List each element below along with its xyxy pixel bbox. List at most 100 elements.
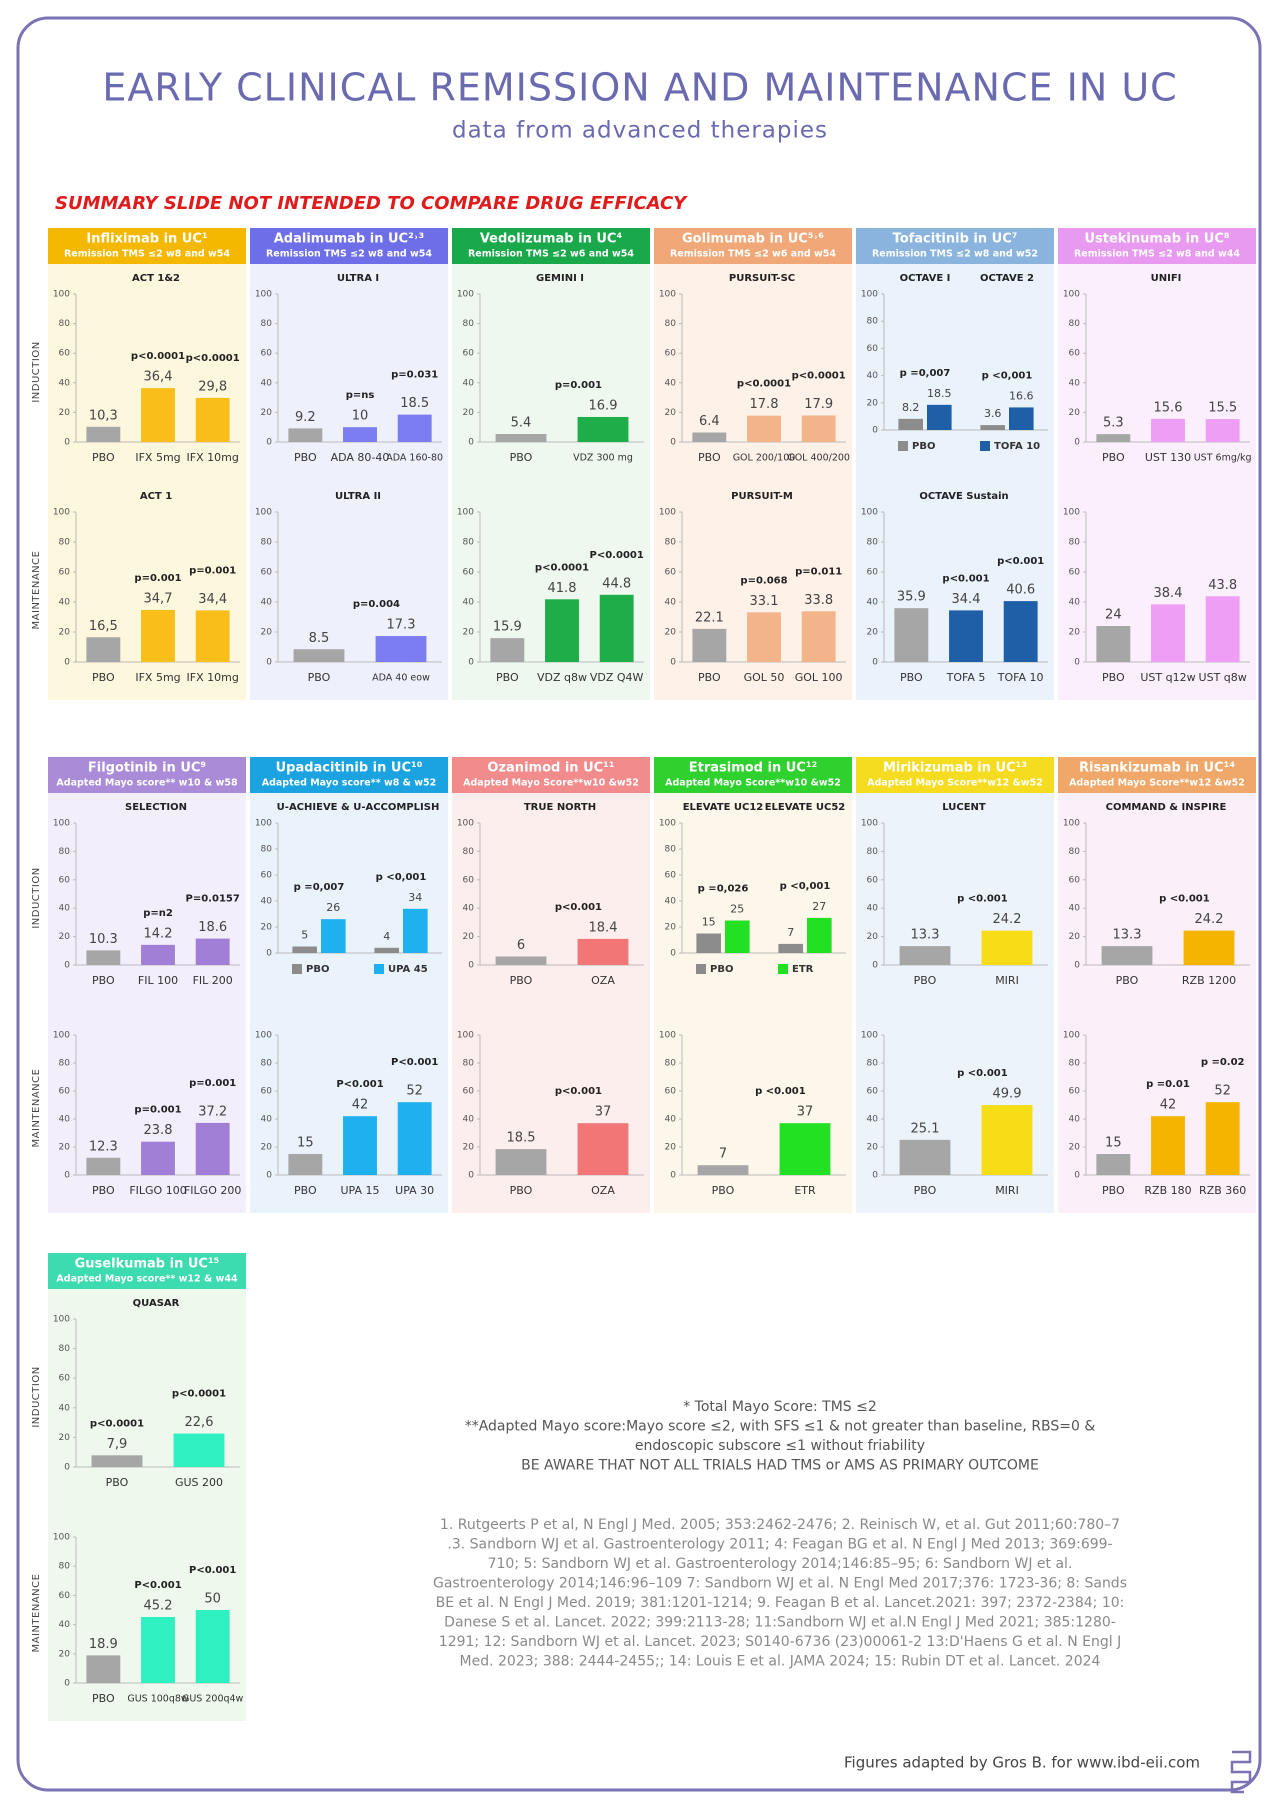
bar [725,920,750,953]
bar [980,425,1005,430]
y-tick-label: 20 [59,932,71,942]
y-tick-label: 20 [665,1143,677,1153]
bar [195,938,230,965]
value-label: 9.2 [295,410,316,425]
y-tick-label: 40 [261,378,273,388]
legend-label: UPA 45 [388,964,428,975]
y-tick-label: 0 [468,658,474,668]
p-value: p =0,007 [900,368,951,379]
panel-header [250,757,448,793]
group-label: ELEVATE UC52 [765,802,846,813]
x-tick-label: IFX 10mg [187,671,239,684]
y-tick-label: 100 [659,819,676,829]
bar [692,628,727,662]
value-label: 6.4 [699,414,720,429]
y-tick-label: 20 [665,408,677,418]
value-label: 7 [719,1147,727,1162]
y-tick-label: 100 [255,819,272,829]
page-title: EARLY CLINICAL REMISSION AND MAINTENANCE… [102,66,1177,110]
value-label: 29,8 [198,379,227,394]
bar [807,917,832,953]
group-label: ELEVATE UC12 [683,802,764,813]
panel-header [1058,228,1256,264]
value-label: 33.8 [804,593,833,608]
p-value: p<0.0001 [186,353,240,364]
p-value: P<0.0001 [590,550,644,561]
y-tick-label: 100 [1063,508,1080,518]
chart-title: U-ACHIEVE & U-ACCOMPLISH [277,802,440,813]
y-tick-label: 40 [665,598,677,608]
y-tick-label: 20 [59,408,71,418]
y-tick-label: 80 [59,319,71,329]
bar [403,908,428,953]
value-label: 41.8 [548,581,577,596]
y-tick-label: 0 [64,1171,70,1181]
p-value: p =0,007 [294,882,345,893]
y-tick-label: 100 [53,819,70,829]
bar [292,946,317,953]
y-tick-label: 20 [261,628,273,638]
y-tick-label: 40 [665,378,677,388]
reference: Danese S et al. Lancet. 2022; 399:2113-2… [444,1615,1116,1631]
bar [86,637,121,662]
reference: 1. Rutgeerts P et al, N Engl J Med. 2005… [440,1517,1120,1533]
chart-title: PURSUIT-M [731,491,793,502]
p-value: p <0.001 [957,1068,1008,1079]
bar [1151,418,1185,442]
p-value: p<0.001 [942,573,989,584]
value-label: 8.5 [309,631,330,646]
legend-label: PBO [710,964,733,975]
chart-title: LUCENT [942,802,986,813]
bar [599,594,634,662]
p-value: p=0.068 [740,575,787,586]
x-tick-label: RZB 360 [1199,1184,1246,1197]
y-tick-label: 80 [1069,538,1081,548]
y-tick-label: 60 [665,871,677,881]
bar [981,1105,1033,1175]
y-tick-label: 0 [670,438,676,448]
bar [288,1154,323,1175]
value-label: 52 [1214,1084,1231,1099]
y-tick-label: 20 [1069,628,1081,638]
y-tick-label: 80 [665,538,677,548]
x-tick-label: PBO [92,1184,115,1197]
panel-header [856,228,1054,264]
bar [801,611,836,662]
drug-name: Vedolizumab in UC⁴ [480,232,623,247]
y-tick-label: 60 [1069,1087,1081,1097]
y-tick-label: 20 [59,1433,71,1443]
drug-name: Adalimumab in UC²˒³ [274,232,424,247]
value-label: 5.3 [1103,416,1124,431]
y-tick-label: 20 [1069,932,1081,942]
y-tick-label: 20 [1069,408,1081,418]
row-label: INDUCTION [31,341,42,402]
y-tick-label: 80 [59,1059,71,1069]
y-tick-label: 100 [861,290,878,300]
chart-title: ULTRA II [335,491,381,502]
y-tick-label: 100 [457,290,474,300]
x-tick-label: PBO [698,671,721,684]
value-label: 22.1 [695,610,724,625]
value-label: 15.6 [1154,400,1183,415]
bar [495,434,547,442]
x-tick-label: ADA 160-80 [386,453,443,464]
bar [779,1123,831,1175]
y-tick-label: 60 [1069,568,1081,578]
value-label: 24 [1105,608,1122,623]
y-tick-label: 100 [457,819,474,829]
drug-name: Ozanimod in UC¹¹ [487,761,614,776]
x-tick-label: TOFA 10 [997,671,1044,684]
endpoint: Remission TMS ≤2 w8 and w44 [1074,249,1240,260]
value-label: 18.5 [927,387,952,400]
value-label: 17.9 [804,397,833,412]
x-tick-label: FIL 100 [138,974,178,987]
value-label: 26 [326,901,340,914]
p-value: p=ns [346,390,375,401]
bar [1003,601,1038,662]
bar [195,610,230,662]
bar [1205,596,1240,662]
value-label: 16,5 [89,619,118,634]
p-value: p=0.001 [189,1078,236,1089]
value-label: 15.9 [493,620,522,635]
value-label: 33.1 [750,594,779,609]
